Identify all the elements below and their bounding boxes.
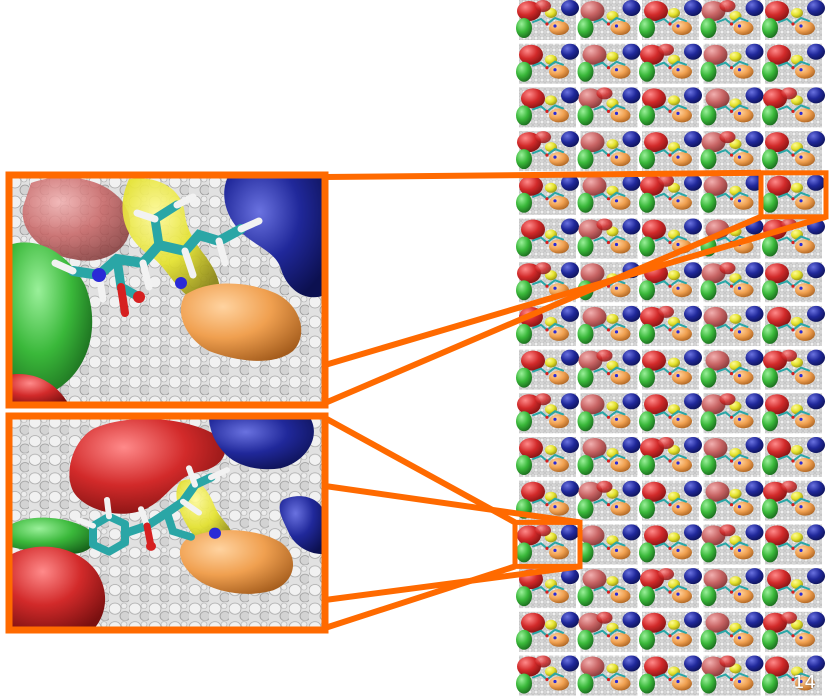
md-snapshot-thumbnail bbox=[762, 306, 825, 346]
page-number: 14 bbox=[793, 672, 816, 693]
md-snapshot-thumbnail bbox=[516, 393, 579, 433]
md-snapshot-thumbnail bbox=[516, 175, 579, 215]
md-snapshot-thumbnail bbox=[578, 87, 641, 127]
md-snapshot-thumbnail bbox=[639, 131, 702, 171]
md-snapshot-thumbnail bbox=[639, 524, 702, 564]
md-snapshot-thumbnail bbox=[639, 568, 702, 608]
md-snapshot-thumbnail bbox=[639, 44, 702, 84]
md-snapshot-thumbnail bbox=[701, 612, 764, 652]
md-snapshot-thumbnail bbox=[701, 262, 764, 302]
md-snapshot-thumbnail bbox=[516, 612, 579, 652]
md-snapshot-thumbnail bbox=[516, 44, 579, 84]
md-snapshot-thumbnail bbox=[762, 612, 825, 652]
md-snapshot-thumbnail bbox=[762, 524, 825, 564]
md-snapshot-thumbnail bbox=[639, 306, 702, 346]
md-snapshot-thumbnail bbox=[701, 481, 764, 521]
md-snapshot-thumbnail bbox=[762, 87, 825, 127]
md-snapshot-thumbnail bbox=[701, 393, 764, 433]
md-snapshot-thumbnail bbox=[578, 656, 641, 696]
md-snapshot-thumbnail bbox=[762, 0, 825, 40]
md-snapshot-thumbnail bbox=[578, 131, 641, 171]
md-snapshot-thumbnail bbox=[516, 524, 579, 564]
md-snapshot-thumbnail bbox=[639, 350, 702, 390]
md-snapshot-thumbnail bbox=[639, 175, 702, 215]
md-snapshot-thumbnail bbox=[516, 350, 579, 390]
md-snapshot-thumbnail bbox=[516, 0, 579, 40]
md-snapshot-thumbnail bbox=[578, 350, 641, 390]
md-snapshot-thumbnail bbox=[578, 481, 641, 521]
md-snapshot-thumbnail bbox=[701, 131, 764, 171]
md-snapshot-thumbnail bbox=[516, 131, 579, 171]
md-snapshot-thumbnail bbox=[701, 437, 764, 477]
zoomed-snapshot-inset bbox=[9, 175, 325, 405]
md-snapshot-thumbnail bbox=[578, 0, 641, 40]
md-snapshot-thumbnail bbox=[639, 87, 702, 127]
md-snapshot-thumbnail bbox=[578, 44, 641, 84]
md-snapshot-thumbnail bbox=[701, 87, 764, 127]
md-snapshot-thumbnail bbox=[762, 262, 825, 302]
md-snapshot-thumbnail bbox=[578, 568, 641, 608]
md-snapshot-thumbnail bbox=[639, 656, 702, 696]
md-snapshot-thumbnail bbox=[516, 306, 579, 346]
md-snapshot-thumbnail bbox=[516, 219, 579, 259]
md-snapshot-thumbnail bbox=[762, 350, 825, 390]
md-snapshot-thumbnail bbox=[639, 612, 702, 652]
md-snapshot-thumbnail bbox=[516, 656, 579, 696]
md-snapshot-thumbnail bbox=[701, 568, 764, 608]
md-snapshot-thumbnail bbox=[701, 306, 764, 346]
md-snapshot-thumbnail bbox=[762, 481, 825, 521]
md-snapshot-thumbnail bbox=[701, 44, 764, 84]
zoomed-snapshot-inset bbox=[9, 416, 325, 630]
md-snapshot-thumbnail bbox=[701, 656, 764, 696]
md-snapshot-thumbnail bbox=[578, 306, 641, 346]
md-snapshot-thumbnail bbox=[639, 481, 702, 521]
md-snapshot-thumbnail bbox=[578, 524, 641, 564]
md-snapshot-thumbnail bbox=[578, 175, 641, 215]
md-snapshot-thumbnail bbox=[578, 393, 641, 433]
md-snapshot-thumbnail bbox=[516, 87, 579, 127]
thumbnail-grid bbox=[516, 0, 825, 696]
md-snapshot-thumbnail bbox=[701, 350, 764, 390]
md-snapshot-thumbnail bbox=[762, 175, 825, 215]
md-snapshot-thumbnail bbox=[578, 437, 641, 477]
md-snapshot-thumbnail bbox=[701, 0, 764, 40]
md-snapshot-thumbnail bbox=[516, 437, 579, 477]
md-snapshot-thumbnail bbox=[701, 175, 764, 215]
md-snapshot-thumbnail bbox=[762, 393, 825, 433]
md-snapshot-thumbnail bbox=[762, 437, 825, 477]
md-snapshot-thumbnail bbox=[578, 219, 641, 259]
md-snapshot-thumbnail bbox=[701, 524, 764, 564]
md-snapshot-thumbnail bbox=[639, 0, 702, 40]
md-snapshot-thumbnail bbox=[762, 44, 825, 84]
md-snapshot-thumbnail bbox=[762, 568, 825, 608]
md-snapshot-thumbnail bbox=[639, 393, 702, 433]
md-snapshot-thumbnail bbox=[762, 131, 825, 171]
md-snapshot-thumbnail bbox=[639, 437, 702, 477]
md-snapshot-thumbnail bbox=[578, 612, 641, 652]
